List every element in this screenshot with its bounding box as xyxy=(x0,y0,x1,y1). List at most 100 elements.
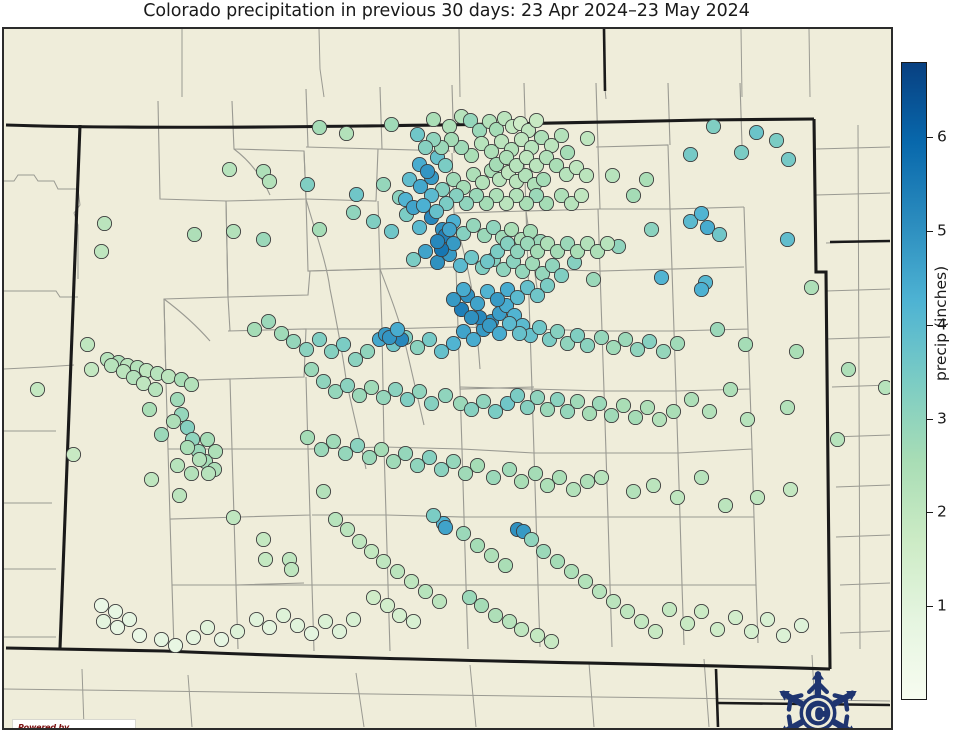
station-marker[interactable] xyxy=(455,225,472,242)
station-marker[interactable] xyxy=(255,531,272,548)
station-marker[interactable] xyxy=(775,627,792,644)
station-marker[interactable] xyxy=(351,533,368,550)
station-marker[interactable] xyxy=(425,111,442,128)
station-marker[interactable] xyxy=(579,130,596,147)
station-marker[interactable] xyxy=(527,465,544,482)
station-marker[interactable] xyxy=(437,157,454,174)
station-marker[interactable] xyxy=(462,112,479,129)
station-marker[interactable] xyxy=(585,271,602,288)
station-marker[interactable] xyxy=(539,235,556,252)
station-marker[interactable] xyxy=(417,139,434,156)
station-marker[interactable] xyxy=(501,461,518,478)
station-marker[interactable] xyxy=(739,411,756,428)
station-marker[interactable] xyxy=(759,611,776,628)
station-marker[interactable] xyxy=(315,373,332,390)
station-marker[interactable] xyxy=(107,603,124,620)
station-marker[interactable] xyxy=(165,413,182,430)
station-marker[interactable] xyxy=(793,617,810,634)
station-marker[interactable] xyxy=(185,629,202,646)
station-marker[interactable] xyxy=(419,163,436,180)
station-marker[interactable] xyxy=(385,453,402,470)
station-marker[interactable] xyxy=(509,243,526,260)
station-marker[interactable] xyxy=(559,403,576,420)
station-marker[interactable] xyxy=(511,325,528,342)
station-marker[interactable] xyxy=(509,387,526,404)
station-marker[interactable] xyxy=(625,483,642,500)
station-marker[interactable] xyxy=(225,223,242,240)
station-marker[interactable] xyxy=(103,357,120,374)
station-marker[interactable] xyxy=(257,551,274,568)
station-marker[interactable] xyxy=(363,379,380,396)
station-marker[interactable] xyxy=(397,445,414,462)
station-marker[interactable] xyxy=(409,126,426,143)
station-marker[interactable] xyxy=(325,433,342,450)
station-marker[interactable] xyxy=(497,557,514,574)
station-marker[interactable] xyxy=(260,313,277,330)
station-marker[interactable] xyxy=(93,597,110,614)
station-marker[interactable] xyxy=(559,335,576,352)
station-marker[interactable] xyxy=(627,409,644,426)
station-marker[interactable] xyxy=(549,243,566,260)
station-marker[interactable] xyxy=(549,391,566,408)
station-marker[interactable] xyxy=(693,603,710,620)
station-marker[interactable] xyxy=(338,125,355,142)
station-marker[interactable] xyxy=(701,403,718,420)
station-marker[interactable] xyxy=(603,407,620,424)
station-marker[interactable] xyxy=(433,343,450,360)
station-marker[interactable] xyxy=(539,477,556,494)
station-marker[interactable] xyxy=(221,161,238,178)
station-marker[interactable] xyxy=(191,451,208,468)
station-marker[interactable] xyxy=(581,405,598,422)
station-marker[interactable] xyxy=(519,399,536,416)
station-marker[interactable] xyxy=(261,173,278,190)
station-marker[interactable] xyxy=(199,619,216,636)
station-marker[interactable] xyxy=(481,317,498,334)
station-marker[interactable] xyxy=(513,131,530,148)
station-marker[interactable] xyxy=(445,235,462,252)
station-marker[interactable] xyxy=(213,631,230,648)
station-marker[interactable] xyxy=(840,361,857,378)
station-markers[interactable] xyxy=(29,108,890,654)
station-marker[interactable] xyxy=(461,589,478,606)
station-marker[interactable] xyxy=(782,481,799,498)
station-marker[interactable] xyxy=(169,391,186,408)
station-marker[interactable] xyxy=(359,343,376,360)
station-marker[interactable] xyxy=(593,329,610,346)
station-marker[interactable] xyxy=(488,187,505,204)
station-marker[interactable] xyxy=(311,119,328,136)
station-marker[interactable] xyxy=(737,336,754,353)
station-marker[interactable] xyxy=(655,343,672,360)
station-marker[interactable] xyxy=(143,471,160,488)
station-marker[interactable] xyxy=(518,195,535,212)
station-marker[interactable] xyxy=(417,583,434,600)
station-marker[interactable] xyxy=(518,149,535,166)
station-marker[interactable] xyxy=(469,457,486,474)
station-marker[interactable] xyxy=(748,124,765,141)
station-marker[interactable] xyxy=(579,337,596,354)
station-marker[interactable] xyxy=(593,469,610,486)
station-marker[interactable] xyxy=(501,315,518,332)
station-marker[interactable] xyxy=(167,637,184,654)
station-marker[interactable] xyxy=(337,445,354,462)
station-marker[interactable] xyxy=(803,279,820,296)
station-marker[interactable] xyxy=(160,368,177,385)
station-marker[interactable] xyxy=(351,387,368,404)
station-marker[interactable] xyxy=(153,426,170,443)
station-marker[interactable] xyxy=(559,235,576,252)
station-marker[interactable] xyxy=(568,159,585,176)
station-marker[interactable] xyxy=(485,219,502,236)
station-marker[interactable] xyxy=(409,339,426,356)
station-marker[interactable] xyxy=(121,611,138,628)
station-marker[interactable] xyxy=(579,235,596,252)
station-marker[interactable] xyxy=(579,473,596,490)
station-marker[interactable] xyxy=(768,132,785,149)
map-canvas[interactable]: Powered by ACIS Regional Climate Centers xyxy=(2,27,893,730)
station-marker[interactable] xyxy=(543,633,560,650)
station-marker[interactable] xyxy=(363,543,380,560)
station-marker[interactable] xyxy=(255,231,272,248)
station-marker[interactable] xyxy=(517,167,534,184)
station-marker[interactable] xyxy=(417,243,434,260)
station-marker[interactable] xyxy=(693,469,710,486)
station-marker[interactable] xyxy=(495,261,512,278)
station-marker[interactable] xyxy=(717,497,734,514)
